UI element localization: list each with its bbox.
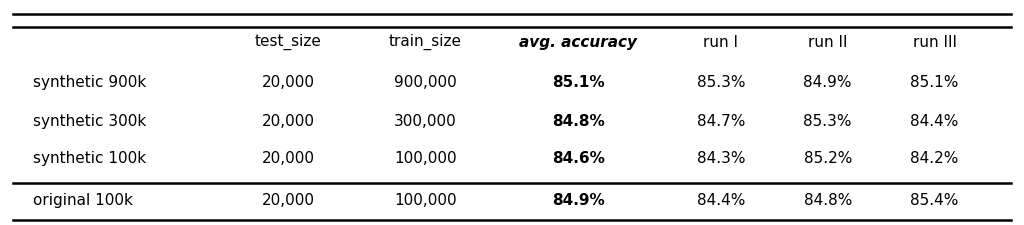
Text: 84.9%: 84.9% bbox=[804, 75, 852, 90]
Text: 84.8%: 84.8% bbox=[552, 114, 604, 129]
Text: train_size: train_size bbox=[389, 34, 462, 50]
Text: 85.1%: 85.1% bbox=[910, 75, 958, 90]
Text: 100,000: 100,000 bbox=[394, 193, 457, 208]
Text: 84.4%: 84.4% bbox=[696, 193, 745, 208]
Text: 20,000: 20,000 bbox=[261, 114, 314, 129]
Text: 84.3%: 84.3% bbox=[696, 151, 745, 166]
Text: 84.6%: 84.6% bbox=[552, 151, 604, 166]
Text: 85.3%: 85.3% bbox=[696, 75, 745, 90]
Text: 84.4%: 84.4% bbox=[910, 114, 958, 129]
Text: synthetic 300k: synthetic 300k bbox=[34, 114, 146, 129]
Text: 100,000: 100,000 bbox=[394, 151, 457, 166]
Text: run III: run III bbox=[912, 35, 956, 50]
Text: 84.2%: 84.2% bbox=[910, 151, 958, 166]
Text: synthetic 100k: synthetic 100k bbox=[34, 151, 146, 166]
Text: 84.8%: 84.8% bbox=[804, 193, 852, 208]
Text: avg. accuracy: avg. accuracy bbox=[519, 35, 637, 50]
Text: synthetic 900k: synthetic 900k bbox=[34, 75, 146, 90]
Text: 900,000: 900,000 bbox=[394, 75, 457, 90]
Text: 300,000: 300,000 bbox=[394, 114, 457, 129]
Text: 20,000: 20,000 bbox=[261, 193, 314, 208]
Text: run I: run I bbox=[703, 35, 738, 50]
Text: 85.2%: 85.2% bbox=[804, 151, 852, 166]
Text: 20,000: 20,000 bbox=[261, 75, 314, 90]
Text: 85.4%: 85.4% bbox=[910, 193, 958, 208]
Text: test_size: test_size bbox=[255, 34, 322, 50]
Text: 85.3%: 85.3% bbox=[804, 114, 852, 129]
Text: 85.1%: 85.1% bbox=[552, 75, 604, 90]
Text: original 100k: original 100k bbox=[34, 193, 133, 208]
Text: 20,000: 20,000 bbox=[261, 151, 314, 166]
Text: run II: run II bbox=[808, 35, 848, 50]
Text: 84.9%: 84.9% bbox=[552, 193, 604, 208]
Text: 84.7%: 84.7% bbox=[696, 114, 745, 129]
